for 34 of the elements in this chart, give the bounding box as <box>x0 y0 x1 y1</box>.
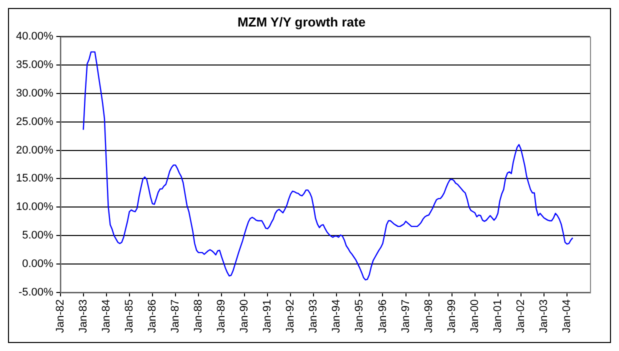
x-tick-label: Jan-86 <box>146 299 158 334</box>
y-tick-label: 20.00% <box>16 144 54 156</box>
y-tick-label: 5.00% <box>22 230 54 242</box>
x-tick-label: Jan-94 <box>330 299 343 334</box>
x-tick-label: Jan-92 <box>284 299 297 334</box>
x-tick-label: Jan-83 <box>77 299 90 334</box>
x-tick-label: Jan-00 <box>468 299 481 334</box>
x-tick-label: Jan-84 <box>100 299 112 334</box>
x-tick-label: Jan-85 <box>123 299 136 334</box>
y-tick-label: 30.00% <box>16 87 54 100</box>
x-tick-label: Jan-04 <box>561 299 573 334</box>
x-tick-label: Jan-88 <box>192 299 205 334</box>
y-tick-label: 0.00% <box>22 258 54 270</box>
x-tick-label: Jan-93 <box>308 299 320 334</box>
y-tick-label: 40.00% <box>16 30 54 43</box>
x-tick-label: Jan-95 <box>354 299 366 334</box>
x-tick-label: Jan-82 <box>54 299 66 334</box>
y-tick-label: 35.00% <box>16 59 54 72</box>
x-tick-label: Jan-89 <box>216 299 228 334</box>
y-tick-label: 10.00% <box>16 201 54 214</box>
x-tick-label: Jan-98 <box>422 299 435 334</box>
y-tick-label: 15.00% <box>16 172 54 185</box>
x-tick-label: Jan-03 <box>538 299 550 334</box>
x-tick-label: Jan-96 <box>376 299 389 334</box>
x-tick-label: Jan-97 <box>400 299 412 334</box>
x-tick-label: Jan-91 <box>262 299 274 334</box>
chart-title: MZM Y/Y growth rate <box>237 14 366 30</box>
x-tick-label: Jan-02 <box>514 299 527 334</box>
x-tick-label: Jan-87 <box>169 299 182 334</box>
x-tick-label: Jan-90 <box>238 299 251 334</box>
x-tick-label: Jan-01 <box>492 299 504 334</box>
y-tick-label: 25.00% <box>16 116 54 128</box>
y-tick-label: -5.00% <box>18 286 54 298</box>
x-tick-label: Jan-99 <box>446 299 458 334</box>
